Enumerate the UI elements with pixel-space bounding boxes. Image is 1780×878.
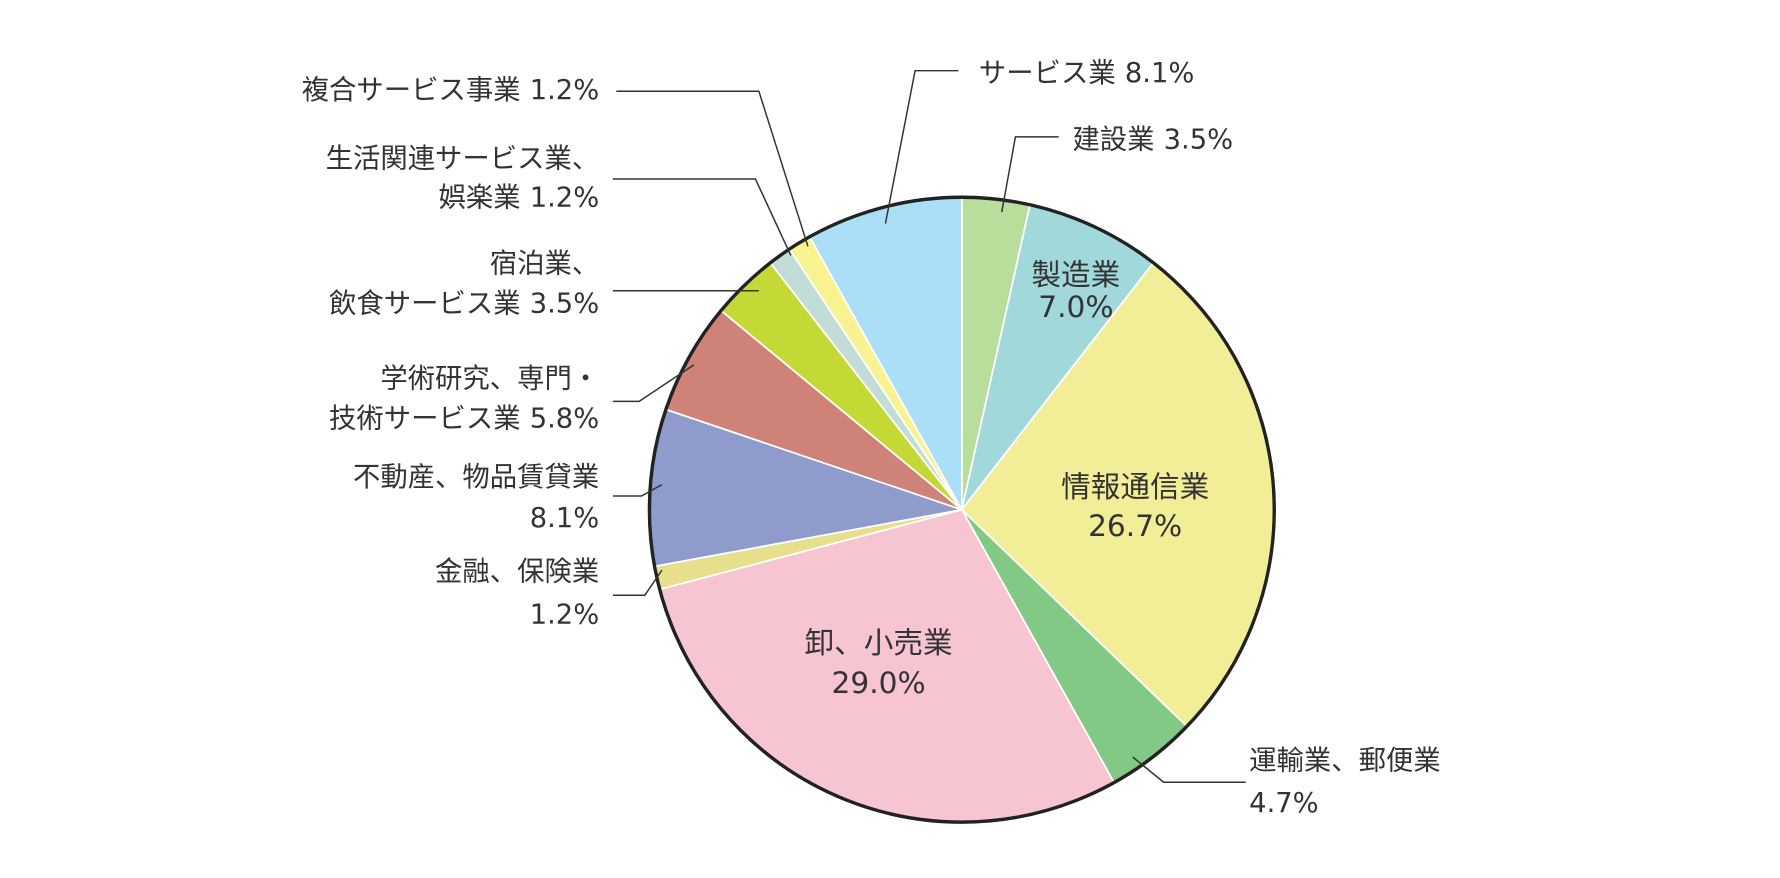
value-label: 3.5% bbox=[1164, 124, 1234, 155]
label-text: 運輸業、郵便業 bbox=[1249, 745, 1441, 776]
data-label: 生活関連サービス業、娯楽業 1.2% bbox=[326, 143, 600, 213]
label-text: 学術研究、専門・ bbox=[380, 363, 599, 394]
value-label: 26.7% bbox=[1088, 507, 1182, 542]
label-text: 宿泊業、 bbox=[490, 248, 599, 279]
data-label: 複合サービス事業 1.2% bbox=[302, 75, 600, 106]
label-text: 卸、小売業 bbox=[805, 625, 953, 660]
label-text: 不動産、物品賃貸業 bbox=[353, 461, 599, 492]
value-label: 7.0% bbox=[1038, 288, 1113, 323]
label-text: 建設業 bbox=[1072, 124, 1154, 155]
label-text: 飲食サービス業 bbox=[329, 288, 521, 319]
value-label: 1.2% bbox=[530, 599, 600, 630]
data-label: 金融、保険業 1.2% bbox=[435, 556, 599, 630]
value-label: 3.5% bbox=[530, 288, 600, 319]
label-text: 複合サービス事業 bbox=[302, 75, 521, 106]
pie-outline bbox=[647, 195, 1276, 824]
label-text: 技術サービス業 bbox=[329, 403, 521, 434]
label-text: 製造業 bbox=[1031, 256, 1120, 291]
leader-line bbox=[612, 364, 695, 403]
leader-line bbox=[612, 178, 792, 256]
leader-line bbox=[1132, 756, 1246, 783]
leader-line bbox=[884, 69, 959, 224]
leader-line bbox=[616, 90, 809, 247]
data-label: 卸、小売業 29.0% bbox=[805, 625, 953, 700]
data-label: 学術研究、専門・技術サービス業 5.8% bbox=[329, 363, 599, 434]
value-label: 4.7% bbox=[1249, 787, 1319, 818]
label-text: 金融、保険業 bbox=[435, 556, 599, 587]
data-label: 製造業 7.0% bbox=[1031, 256, 1120, 323]
value-label: 1.2% bbox=[530, 75, 600, 106]
label-text: サービス業 bbox=[979, 58, 1116, 89]
value-label: 5.8% bbox=[530, 403, 600, 434]
leader-line bbox=[1001, 136, 1059, 213]
label-text: 生活関連サービス業、 bbox=[326, 143, 600, 174]
label-text: 娯楽業 bbox=[439, 182, 521, 213]
data-label: サービス業 8.1% bbox=[979, 58, 1194, 89]
label-text: 情報通信業 bbox=[1061, 469, 1209, 504]
value-label: 29.0% bbox=[832, 665, 926, 700]
data-label: 運輸業、郵便業 4.7% bbox=[1249, 745, 1441, 818]
leader-line bbox=[612, 569, 663, 596]
data-label: 宿泊業、飲食サービス業 3.5% bbox=[329, 248, 599, 319]
data-label: 情報通信業 26.7% bbox=[1061, 469, 1209, 543]
value-label: 1.2% bbox=[530, 182, 600, 213]
leader-line bbox=[612, 483, 663, 497]
data-label: 建設業 3.5% bbox=[1072, 124, 1233, 155]
value-label: 8.1% bbox=[1125, 58, 1195, 89]
value-label: 8.1% bbox=[530, 502, 600, 533]
data-label: 不動産、物品賃貸業 8.1% bbox=[353, 461, 599, 533]
